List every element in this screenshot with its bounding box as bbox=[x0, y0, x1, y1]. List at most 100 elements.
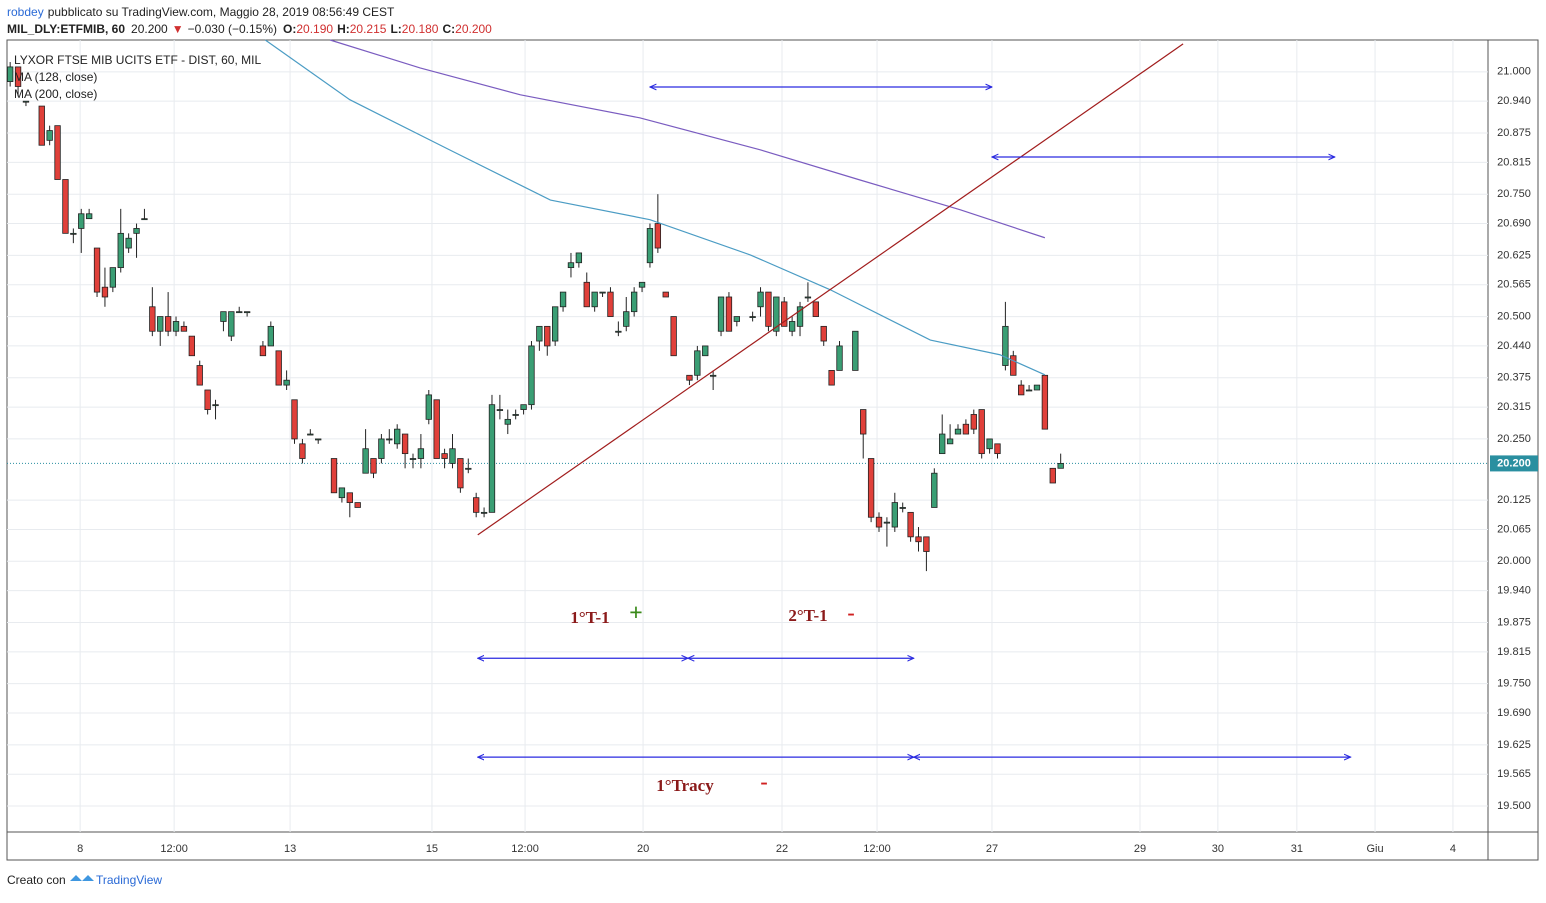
high-label: H: bbox=[337, 22, 350, 36]
candle-body bbox=[583, 281, 590, 308]
candle-body bbox=[1025, 389, 1033, 392]
candle-body bbox=[354, 502, 361, 508]
candle-body bbox=[62, 179, 69, 234]
candle-body bbox=[907, 511, 914, 538]
candle-body bbox=[599, 291, 606, 294]
candle-body bbox=[14, 66, 22, 87]
candle-body bbox=[1010, 355, 1017, 376]
candle-body bbox=[85, 213, 93, 220]
published: pubblicato su TradingView.com, Maggio 28… bbox=[48, 5, 395, 19]
candle-body bbox=[883, 521, 891, 524]
candle-body bbox=[875, 516, 883, 528]
candle-body bbox=[370, 458, 377, 474]
candle-body bbox=[1057, 463, 1064, 469]
candle-body bbox=[378, 438, 385, 459]
candle-body bbox=[954, 428, 962, 435]
legend-entry: MA (128, close) bbox=[14, 70, 97, 84]
price: 20.200 bbox=[131, 22, 168, 36]
candle-body bbox=[630, 291, 638, 313]
footer-made-with: Creato con bbox=[7, 873, 66, 887]
candle-body bbox=[694, 350, 701, 376]
candle-body bbox=[196, 365, 203, 386]
x-tick-label: 13 bbox=[284, 843, 296, 855]
candle-body bbox=[299, 443, 306, 459]
candle-body bbox=[149, 306, 156, 332]
legend-instrument: LYXOR FTSE MIB UCITS ETF - DIST, 60, MIL bbox=[14, 53, 261, 67]
y-tick-label: 20.250 bbox=[1497, 433, 1531, 445]
last-price-label: 20.200 bbox=[1497, 457, 1531, 469]
candle-body bbox=[346, 492, 353, 503]
candle-body bbox=[994, 443, 1001, 455]
candle-body bbox=[836, 345, 843, 371]
footer-brand[interactable]: TradingView bbox=[96, 873, 162, 887]
y-tick-label: 21.000 bbox=[1497, 66, 1531, 78]
candle-body bbox=[488, 404, 496, 513]
x-tick-label: 31 bbox=[1291, 843, 1303, 855]
author[interactable]: robdey bbox=[7, 5, 44, 19]
x-tick-label: Giu bbox=[1366, 843, 1383, 855]
candle-body bbox=[504, 418, 511, 425]
candle-body bbox=[899, 507, 906, 509]
candle-body bbox=[670, 316, 677, 357]
y-tick-label: 20.315 bbox=[1497, 401, 1531, 413]
candle-body bbox=[78, 213, 85, 229]
candle-body bbox=[172, 321, 180, 332]
candle-body bbox=[923, 536, 930, 552]
candle-body bbox=[386, 438, 393, 441]
open-label: O: bbox=[283, 22, 296, 36]
y-tick-label: 20.565 bbox=[1497, 279, 1531, 291]
candle-body bbox=[283, 379, 290, 386]
candle-body bbox=[544, 325, 551, 347]
candle-body bbox=[22, 100, 30, 103]
x-tick-label: 30 bbox=[1212, 843, 1224, 855]
candle-body bbox=[717, 296, 725, 332]
y-tick-label: 19.500 bbox=[1497, 800, 1531, 812]
candle-body bbox=[891, 502, 898, 528]
candle-body bbox=[133, 228, 140, 234]
low: 20.180 bbox=[402, 22, 439, 36]
candle-body bbox=[425, 394, 432, 420]
candle-body bbox=[781, 301, 788, 327]
open: 20.190 bbox=[296, 22, 333, 36]
annotation-sign: - bbox=[847, 600, 854, 625]
candle-body bbox=[860, 409, 867, 435]
candle-body bbox=[607, 291, 614, 317]
candle-body bbox=[409, 458, 417, 460]
candle-body bbox=[623, 311, 630, 327]
candle-body bbox=[6, 66, 14, 83]
candle-body bbox=[788, 321, 796, 332]
candle-body bbox=[457, 458, 464, 489]
candle-body bbox=[709, 374, 717, 377]
y-tick-label: 20.440 bbox=[1497, 340, 1531, 352]
candle-body bbox=[449, 448, 456, 464]
candle-body bbox=[212, 404, 219, 407]
candle-body bbox=[473, 497, 480, 513]
close-label: C: bbox=[442, 22, 455, 36]
y-tick-label: 20.125 bbox=[1497, 494, 1531, 506]
candle-body bbox=[915, 536, 922, 543]
last-price-box bbox=[1490, 455, 1538, 472]
y-tick-label: 20.815 bbox=[1497, 156, 1531, 168]
candle-body bbox=[804, 296, 812, 299]
candle-body bbox=[733, 316, 741, 322]
x-tick-label: 12:00 bbox=[160, 843, 188, 855]
y-tick-label: 20.000 bbox=[1497, 555, 1531, 567]
candle-body bbox=[228, 311, 235, 337]
change-arrow: ▼ bbox=[172, 22, 184, 36]
candle-body bbox=[93, 247, 101, 293]
candle-body bbox=[536, 325, 543, 342]
y-tick-label: 20.625 bbox=[1497, 249, 1531, 261]
candle-body bbox=[362, 448, 369, 474]
header-line-2: MIL_DLY:ETFMIB, 60 20.200 ▼ −0.030 (−0.15%)… bbox=[7, 22, 492, 36]
annotation: 1°Tracy bbox=[656, 776, 714, 795]
annotation-sign: + bbox=[629, 601, 643, 627]
candle-body bbox=[433, 399, 440, 459]
annotation: 2°T-1 bbox=[788, 606, 827, 625]
candle-body bbox=[939, 433, 946, 455]
candle-body bbox=[401, 433, 409, 455]
candle-body bbox=[852, 330, 859, 371]
candle-body bbox=[480, 511, 488, 514]
candle-body bbox=[291, 399, 298, 440]
y-tick-label: 20.690 bbox=[1497, 217, 1531, 229]
